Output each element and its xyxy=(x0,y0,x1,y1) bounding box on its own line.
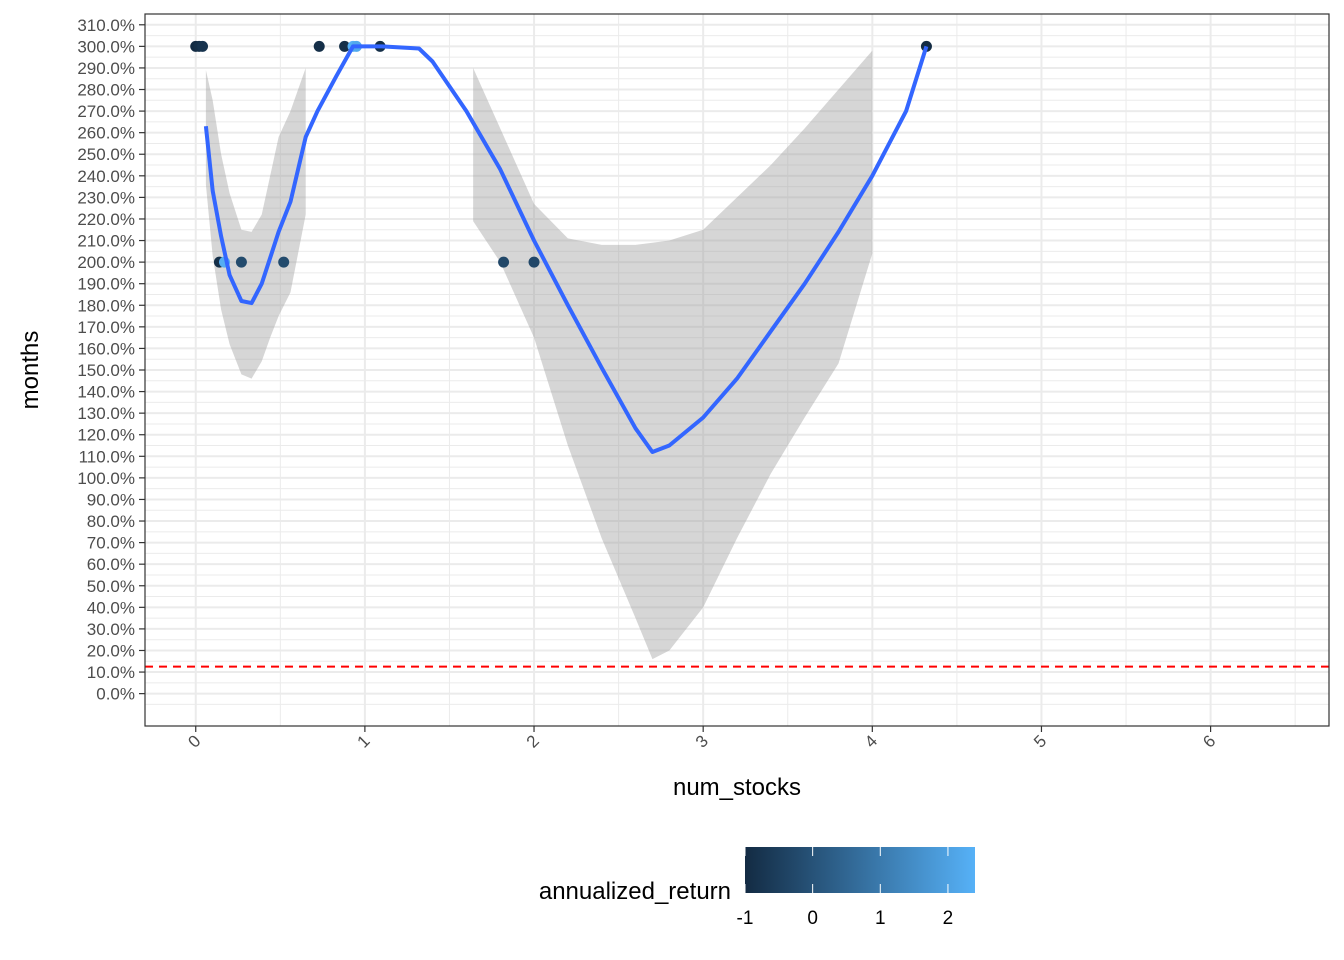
y-tick-label: 50.0% xyxy=(87,577,135,596)
y-tick-label: 230.0% xyxy=(77,188,135,207)
y-tick-label: 180.0% xyxy=(77,296,135,315)
data-point xyxy=(278,256,290,268)
y-tick-label: 60.0% xyxy=(87,555,135,574)
x-tick-label: 3 xyxy=(692,731,712,751)
y-tick-label: 200.0% xyxy=(77,253,135,272)
y-tick-label: 130.0% xyxy=(77,404,135,423)
y-tick-label: 160.0% xyxy=(77,339,135,358)
y-tick-label: 70.0% xyxy=(87,534,135,553)
y-tick-label: 150.0% xyxy=(77,361,135,380)
y-tick-label: 20.0% xyxy=(87,641,135,660)
confidence-ribbon xyxy=(473,50,873,660)
y-tick-label: 100.0% xyxy=(77,469,135,488)
y-tick-label: 270.0% xyxy=(77,102,135,121)
data-point xyxy=(235,256,247,268)
x-tick-label: 6 xyxy=(1199,731,1219,751)
y-tick-label: 210.0% xyxy=(77,232,135,251)
y-tick-label: 240.0% xyxy=(77,167,135,186)
y-tick-label: 90.0% xyxy=(87,490,135,509)
plot-layers xyxy=(145,40,1329,668)
legend-break-label: 0 xyxy=(807,908,818,929)
y-tick-label: 0.0% xyxy=(96,685,135,704)
y-tick-label: 250.0% xyxy=(77,145,135,164)
y-tick-label: 80.0% xyxy=(87,512,135,531)
legend-colorbar xyxy=(745,847,975,893)
data-point xyxy=(313,40,325,52)
legend-break-label: 1 xyxy=(875,908,886,929)
data-point xyxy=(197,40,209,52)
y-tick-label: 40.0% xyxy=(87,598,135,617)
confidence-ribbon xyxy=(205,67,306,379)
legend-title: annualized_return xyxy=(539,878,731,905)
y-tick-label: 120.0% xyxy=(77,426,135,445)
smooth-line xyxy=(203,44,929,454)
legend-break-label: -1 xyxy=(737,908,754,929)
y-tick-label: 220.0% xyxy=(77,210,135,229)
y-tick-label: 280.0% xyxy=(77,81,135,100)
y-tick-label: 290.0% xyxy=(77,59,135,78)
x-axis-title: num_stocks xyxy=(673,774,801,801)
y-tick-label: 190.0% xyxy=(77,275,135,294)
data-point xyxy=(528,256,540,268)
y-tick-label: 140.0% xyxy=(77,383,135,402)
x-tick-label: 1 xyxy=(354,731,374,751)
y-tick-label: 260.0% xyxy=(77,124,135,143)
data-point xyxy=(498,256,510,268)
x-tick-label: 5 xyxy=(1030,731,1050,751)
y-tick-label: 110.0% xyxy=(79,447,135,466)
data-point xyxy=(339,40,351,52)
y-tick-label: 10.0% xyxy=(87,663,135,682)
y-tick-label: 300.0% xyxy=(77,37,135,56)
y-tick-label: 170.0% xyxy=(77,318,135,337)
x-tick-label: 2 xyxy=(523,731,543,751)
y-axis-title: months xyxy=(17,331,44,410)
grid-lines xyxy=(145,14,1329,726)
y-tick-label: 310.0% xyxy=(77,16,135,35)
y-tick-label: 30.0% xyxy=(87,620,135,639)
legend-break-label: 2 xyxy=(943,908,954,929)
x-tick-label: 4 xyxy=(861,731,881,751)
x-tick-label: 0 xyxy=(184,731,204,751)
